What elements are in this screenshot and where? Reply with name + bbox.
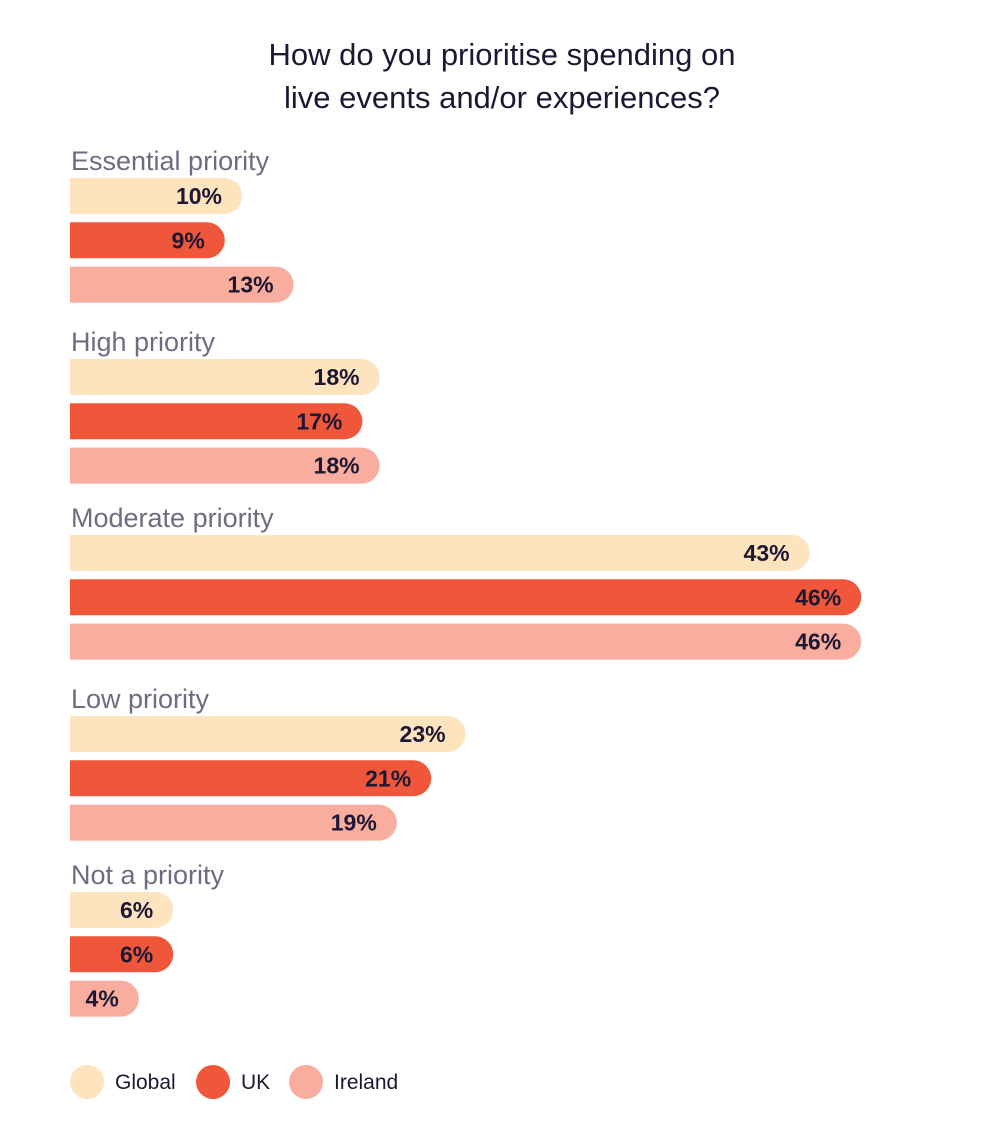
bar-global-not-a-priority [70, 892, 174, 928]
value-label-uk-moderate-priority: 46% [795, 584, 841, 610]
legend-label-uk: UK [241, 1071, 270, 1094]
category-label-essential-priority: Essential priority [71, 146, 270, 176]
bar-ireland-low-priority [70, 804, 397, 841]
bar-uk-moderate-priority [70, 579, 862, 616]
chart-title-line-1: How do you prioritise spending on [269, 37, 736, 72]
bar-uk-low-priority [70, 760, 432, 797]
legend-item-global: Global [70, 1065, 176, 1099]
category-label-high-priority: High priority [71, 327, 216, 357]
legend-label-ireland: Ireland [334, 1071, 398, 1094]
legend-swatch-global [70, 1065, 104, 1099]
bar-ireland-essential-priority [70, 266, 294, 303]
group-high-priority: High priority 18% 17% 18% [70, 327, 380, 484]
value-label-ireland-moderate-priority: 46% [795, 629, 841, 655]
legend-label-global: Global [115, 1071, 176, 1094]
group-essential-priority: Essential priority 10% 9% 13% [70, 146, 294, 303]
chart-title: How do you prioritise spending on live ev… [269, 37, 736, 115]
category-label-low-priority: Low priority [71, 684, 210, 714]
bar-uk-high-priority [70, 403, 363, 440]
bar-global-moderate-priority [70, 535, 810, 571]
bar-uk-not-a-priority [70, 936, 174, 973]
group-low-priority: Low priority 23% 21% 19% [70, 684, 466, 841]
legend-swatch-ireland [289, 1065, 323, 1099]
value-label-uk-essential-priority: 9% [172, 227, 205, 253]
value-label-global-essential-priority: 10% [176, 183, 222, 209]
value-label-ireland-essential-priority: 13% [228, 272, 274, 298]
value-label-global-low-priority: 23% [400, 721, 446, 747]
bars: Essential priority 10% 9% 13% High priority 1… [70, 146, 862, 1017]
value-label-ireland-high-priority: 18% [314, 453, 360, 479]
chart-title-line-2: live events and/or experiences? [284, 80, 720, 115]
bar-ireland-not-a-priority [70, 980, 139, 1017]
value-label-global-high-priority: 18% [314, 364, 360, 390]
bar-global-high-priority [70, 359, 380, 395]
bar-ireland-high-priority [70, 447, 380, 484]
value-label-uk-high-priority: 17% [296, 408, 342, 434]
bar-ireland-moderate-priority [70, 623, 862, 660]
legend-swatch-uk [196, 1065, 230, 1099]
value-label-ireland-low-priority: 19% [331, 810, 377, 836]
category-label-not-a-priority: Not a priority [71, 860, 225, 890]
value-label-global-not-a-priority: 6% [120, 897, 153, 923]
value-label-uk-low-priority: 21% [365, 765, 411, 791]
legend-item-uk: UK [196, 1065, 270, 1099]
legend: Global UK Ireland [70, 1065, 398, 1099]
legend-item-ireland: Ireland [289, 1065, 398, 1099]
value-label-global-moderate-priority: 43% [744, 540, 790, 566]
bar-global-essential-priority [70, 178, 242, 214]
value-label-uk-not-a-priority: 6% [120, 941, 153, 967]
bar-uk-essential-priority [70, 222, 225, 259]
bar-global-low-priority [70, 716, 466, 752]
value-label-ireland-not-a-priority: 4% [86, 986, 119, 1012]
category-label-moderate-priority: Moderate priority [71, 503, 274, 533]
